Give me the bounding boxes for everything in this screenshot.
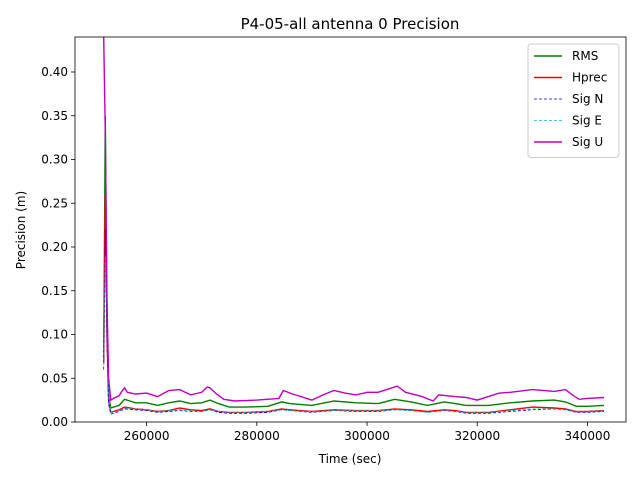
x-tick-label: 320000 [454, 429, 500, 443]
legend-label: Hprec [572, 71, 607, 85]
legend-label: Sig N [572, 92, 603, 106]
y-tick-label: 0.25 [41, 196, 68, 210]
x-tick-label: 280000 [234, 429, 280, 443]
series-line-sig-u [103, 37, 605, 402]
x-axis-label: Time (sec) [318, 452, 382, 466]
y-tick-label: 0.40 [41, 65, 68, 79]
legend-label: Sig E [572, 114, 602, 128]
x-tick-label: 260000 [124, 429, 170, 443]
y-tick-label: 0.20 [41, 240, 68, 254]
x-tick-label: 300000 [344, 429, 390, 443]
y-tick-label: 0.05 [41, 371, 68, 385]
series-line-rms [103, 115, 605, 409]
y-axis-label: Precision (m) [14, 191, 28, 269]
y-tick-label: 0.30 [41, 153, 68, 167]
y-tick-label: 0.15 [41, 284, 68, 298]
chart-title: P4-05-all antenna 0 Precision [241, 15, 460, 33]
series-line-sig-e [103, 255, 605, 413]
x-axis-ticks: 260000 280000 300000 320000 340000 [124, 422, 611, 443]
y-tick-label: 0.00 [41, 415, 68, 429]
legend-label: RMS [572, 49, 598, 63]
y-axis-ticks: 0.00 0.05 0.10 0.15 0.20 0.25 0.30 0.35 0.40 [41, 65, 75, 429]
x-tick-label: 340000 [565, 429, 611, 443]
legend-label: Sig U [572, 135, 603, 149]
axes-frame [74, 36, 627, 423]
legend: RMS Hprec Sig N Sig E Sig U [527, 43, 620, 158]
legend-box [527, 43, 620, 158]
y-tick-label: 0.10 [41, 328, 68, 342]
series-line-sig-n [103, 229, 605, 415]
series-layer [103, 37, 605, 415]
y-tick-label: 0.35 [41, 109, 68, 123]
